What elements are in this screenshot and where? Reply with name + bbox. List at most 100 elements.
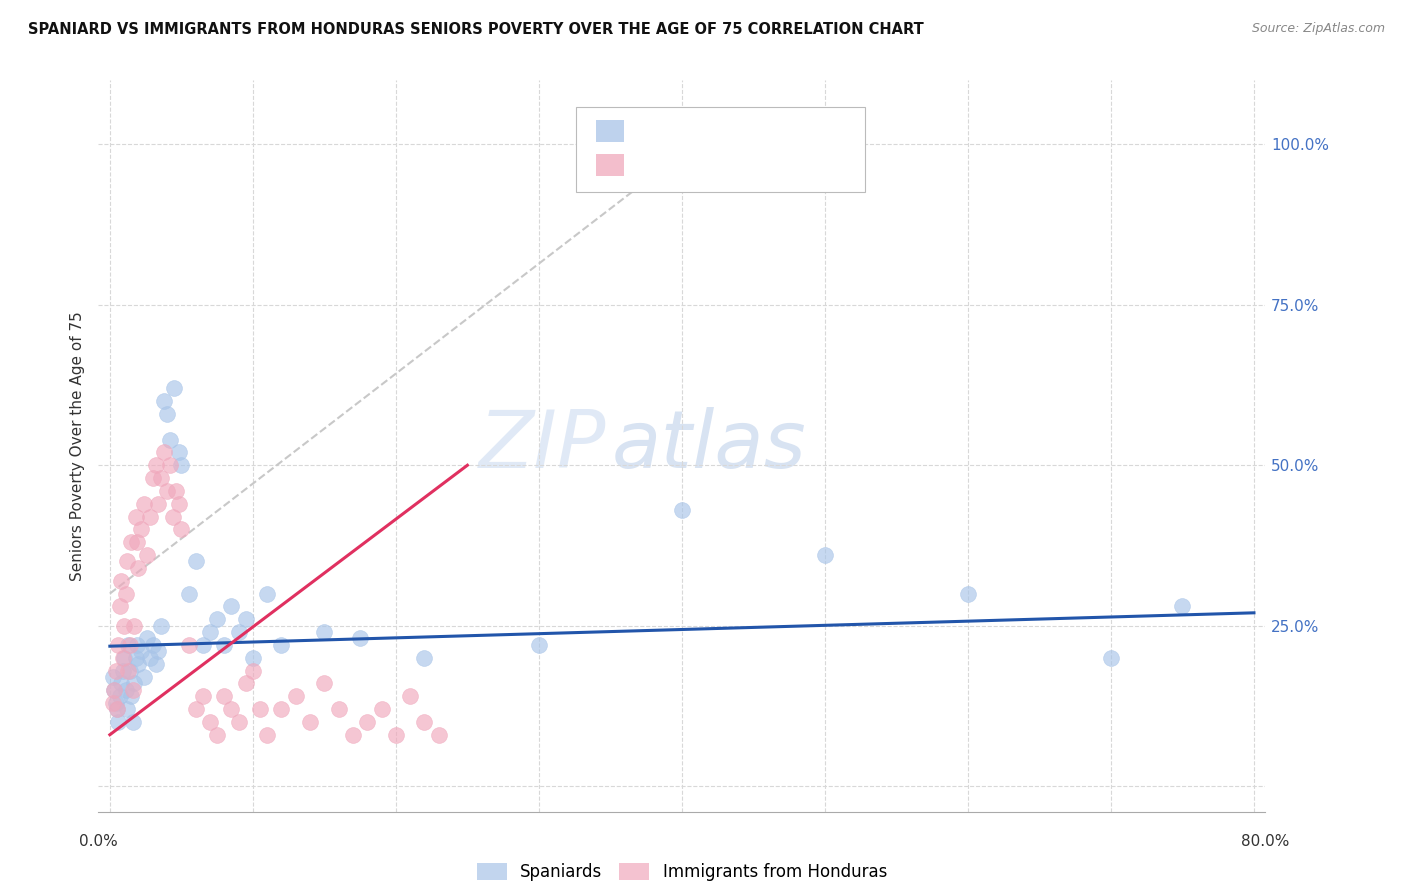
Point	[221, 599, 243, 614]
Point	[191, 690, 214, 704]
Point	[112, 618, 135, 632]
Point	[118, 664, 141, 678]
Point	[107, 638, 129, 652]
Point	[105, 702, 128, 716]
Point	[115, 702, 138, 716]
Point	[165, 483, 187, 498]
Point	[228, 714, 250, 729]
Point	[131, 644, 153, 658]
Point	[284, 690, 307, 704]
Point	[145, 458, 167, 473]
Point	[527, 638, 550, 652]
Point	[124, 509, 146, 524]
Point	[1099, 650, 1122, 665]
Point	[127, 657, 149, 672]
Point	[198, 625, 221, 640]
Point	[131, 523, 153, 537]
Point	[349, 632, 371, 646]
Point	[356, 714, 378, 729]
Point	[114, 586, 136, 600]
Point	[159, 458, 181, 473]
Point	[117, 638, 139, 652]
Point	[956, 586, 979, 600]
Point	[118, 638, 141, 652]
Point	[142, 638, 165, 652]
Point	[111, 664, 134, 678]
Point	[205, 728, 228, 742]
Point	[385, 728, 408, 742]
Point	[270, 638, 292, 652]
Text: SPANIARD VS IMMIGRANTS FROM HONDURAS SENIORS POVERTY OVER THE AGE OF 75 CORRELAT: SPANIARD VS IMMIGRANTS FROM HONDURAS SEN…	[28, 22, 924, 37]
Text: atlas: atlas	[612, 407, 807, 485]
Point	[671, 503, 693, 517]
Point	[177, 586, 200, 600]
Point	[111, 650, 134, 665]
Point	[121, 714, 143, 729]
Text: 80.0%: 80.0%	[1241, 834, 1289, 849]
Point	[167, 445, 190, 459]
Point	[112, 650, 135, 665]
Text: R = 0.094: R = 0.094	[634, 122, 717, 140]
Legend: Spaniards, Immigrants from Honduras: Spaniards, Immigrants from Honduras	[470, 856, 894, 888]
Point	[150, 618, 173, 632]
Point	[177, 638, 200, 652]
Point	[413, 650, 436, 665]
Point	[214, 690, 236, 704]
Point	[124, 650, 146, 665]
Point	[148, 497, 170, 511]
Point	[170, 523, 193, 537]
Point	[139, 650, 162, 665]
Point	[122, 676, 145, 690]
Point	[148, 644, 170, 658]
Point	[342, 728, 364, 742]
Point	[314, 625, 336, 640]
Point	[205, 612, 228, 626]
Point	[242, 664, 264, 678]
Point	[249, 702, 271, 716]
Point	[105, 702, 128, 716]
Text: 0.0%: 0.0%	[79, 834, 118, 849]
Point	[184, 554, 207, 568]
Point	[108, 599, 131, 614]
Point	[136, 548, 159, 562]
Point	[145, 657, 167, 672]
Point	[108, 690, 131, 704]
Point	[101, 696, 124, 710]
Point	[399, 690, 422, 704]
Text: Source: ZipAtlas.com: Source: ZipAtlas.com	[1251, 22, 1385, 36]
Point	[107, 714, 129, 729]
Point	[120, 535, 142, 549]
Point	[101, 670, 124, 684]
Point	[104, 664, 127, 678]
Text: R = 0.630: R = 0.630	[634, 156, 717, 174]
Point	[184, 702, 207, 716]
Point	[242, 650, 264, 665]
Point	[256, 586, 278, 600]
Point	[122, 618, 145, 632]
Point	[104, 696, 127, 710]
Point	[134, 670, 156, 684]
Point	[214, 638, 236, 652]
Point	[150, 471, 173, 485]
Point	[153, 445, 176, 459]
Point	[728, 169, 751, 184]
Point	[314, 676, 336, 690]
Point	[814, 548, 837, 562]
Point	[235, 676, 257, 690]
Point	[115, 554, 138, 568]
Point	[299, 714, 322, 729]
Point	[370, 702, 392, 716]
Text: ZIP: ZIP	[478, 407, 606, 485]
Point	[427, 728, 450, 742]
Point	[256, 728, 278, 742]
Point	[228, 625, 250, 640]
Point	[136, 632, 159, 646]
Point	[142, 471, 165, 485]
Point	[156, 483, 179, 498]
Text: N = 54: N = 54	[735, 122, 797, 140]
Point	[110, 676, 132, 690]
Point	[125, 638, 148, 652]
Point	[170, 458, 193, 473]
Point	[134, 497, 156, 511]
Point	[103, 682, 125, 697]
